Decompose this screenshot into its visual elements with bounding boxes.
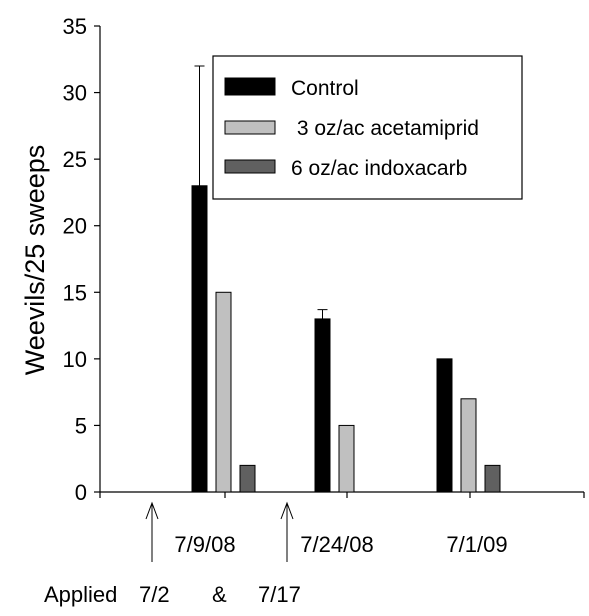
y-axis-label: Weevils/25 sweeps xyxy=(20,145,50,376)
y-tick-label-1: 5 xyxy=(75,413,87,438)
error-bar-0-1 xyxy=(317,309,328,319)
legend-label-control: Control xyxy=(291,77,359,100)
application-arrow-2 xyxy=(280,501,294,562)
bars-group xyxy=(191,185,501,493)
bar-1-1 xyxy=(338,424,355,493)
y-tick-label-4: 20 xyxy=(63,214,87,239)
x-axis-ticks xyxy=(99,492,585,498)
y-axis-ticks: 0 5 10 15 20 25 30 35 xyxy=(63,14,100,505)
applied-date-2: 7/17 xyxy=(258,582,301,607)
bar-0-2 xyxy=(436,358,453,493)
applied-date-1: 7/2 xyxy=(139,582,170,607)
bar-0-1 xyxy=(314,318,331,493)
legend-swatch-acetamiprid xyxy=(224,120,276,135)
applied-ampersand: & xyxy=(212,582,227,607)
x-category-label-0: 7/9/08 xyxy=(174,532,235,557)
legend-swatch-indoxacarb xyxy=(224,159,276,174)
error-bars-group xyxy=(194,65,328,319)
y-tick-label-2: 10 xyxy=(63,347,87,372)
y-tick-label-7: 35 xyxy=(63,14,87,39)
legend-label-indoxacarb: 6 oz/ac indoxacarb xyxy=(291,157,467,180)
y-tick-label-0: 0 xyxy=(75,480,87,505)
y-tick-label-3: 15 xyxy=(63,280,87,305)
bar-2-2 xyxy=(484,464,501,493)
y-tick-label-5: 25 xyxy=(63,147,87,172)
bar-1-2 xyxy=(460,398,477,493)
bar-2-0 xyxy=(239,464,256,493)
y-tick-label-6: 30 xyxy=(63,81,87,106)
bar-0-0 xyxy=(191,185,208,493)
error-bar-0-0 xyxy=(194,65,205,186)
x-category-label-1: 7/24/08 xyxy=(300,532,373,557)
legend: Control 3 oz/ac acetamiprid 6 oz/ac indo… xyxy=(212,55,523,200)
legend-label-acetamiprid: 3 oz/ac acetamiprid xyxy=(291,117,479,140)
applied-label: Applied xyxy=(44,582,117,607)
x-category-label-2: 7/1/09 xyxy=(446,532,507,557)
legend-swatch-control xyxy=(224,77,276,96)
application-arrow-1 xyxy=(145,501,159,562)
bar-1-0 xyxy=(215,291,232,493)
